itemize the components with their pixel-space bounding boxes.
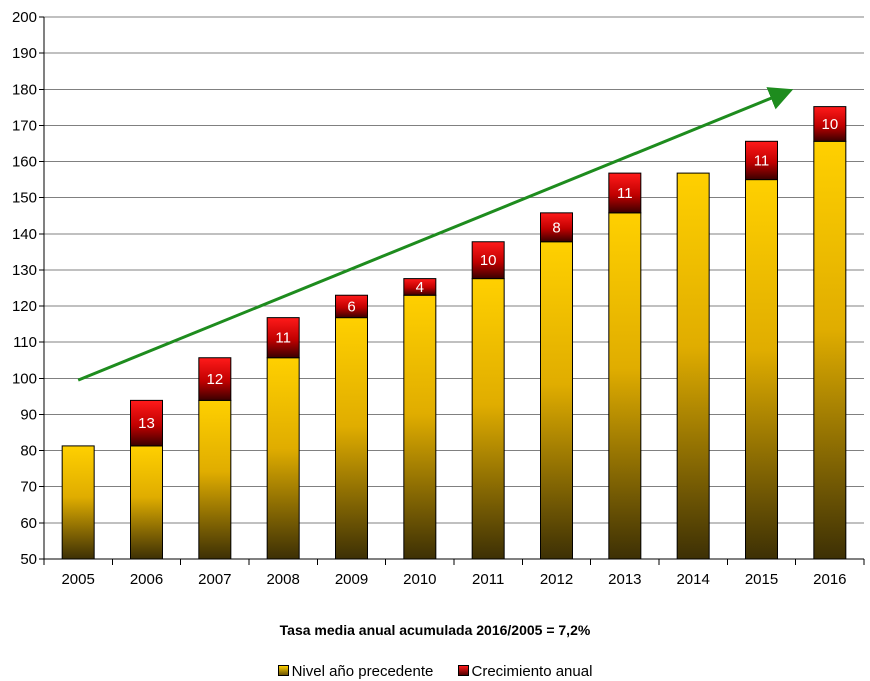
y-tick-label-160: 160 [12, 154, 37, 171]
bar-nivel-2010 [403, 294, 437, 560]
bar-crecimiento-2008 [266, 317, 300, 359]
x-tick-label-2006: 2006 [130, 571, 163, 588]
legend: Nivel año precedente Crecimiento anual [0, 663, 870, 680]
x-tick-label-2015: 2015 [745, 571, 778, 588]
y-tick-label-180: 180 [12, 81, 37, 98]
x-tick-label-2008: 2008 [266, 571, 299, 588]
bar-nivel-2011 [471, 278, 505, 560]
legend-item-nivel: Nivel año precedente [277, 663, 434, 680]
legend-swatch-red [457, 665, 469, 676]
data-label-2009: 6 [347, 298, 355, 315]
y-tick-label-80: 80 [20, 443, 37, 460]
y-tick-label-60: 60 [20, 515, 37, 532]
y-tick-label-150: 150 [12, 190, 37, 207]
data-label-2011: 10 [480, 252, 497, 269]
y-tick-label-110: 110 [13, 334, 37, 351]
x-tick-label-2012: 2012 [540, 571, 573, 588]
bar-nivel-2007 [198, 399, 232, 560]
legend-label-crecimiento: Crecimiento anual [471, 663, 593, 680]
y-tick-label-70: 70 [20, 479, 37, 496]
bar-nivel-2015 [745, 179, 778, 560]
data-label-2012: 8 [552, 219, 560, 236]
y-tick-label-170: 170 [12, 117, 37, 134]
x-tick-label-2013: 2013 [608, 571, 641, 588]
bar-nivel-2016 [813, 140, 847, 560]
data-label-2010: 4 [416, 279, 424, 296]
y-tick-label-50: 50 [20, 551, 37, 568]
bar-nivel-2009 [335, 317, 368, 560]
bar-nivel-2013 [608, 212, 642, 560]
axes: 50 60 70 80 90 100 110 120 130 140 150 160 170 180 190… [12, 9, 865, 588]
bar-nivel-2014 [676, 172, 710, 560]
bar-crecimiento-2007 [198, 357, 232, 401]
bars [61, 106, 847, 560]
bar-crecimiento-2012 [540, 212, 573, 243]
data-label-2007: 12 [206, 371, 223, 388]
y-tick-label-90: 90 [20, 406, 37, 423]
y-tick-label-120: 120 [12, 298, 37, 315]
bar-nivel-2012 [540, 241, 573, 560]
y-tick-label-130: 130 [12, 262, 37, 279]
x-tick-label-2014: 2014 [676, 571, 709, 588]
x-tick-label-2011: 2011 [472, 571, 504, 588]
bar-crecimiento-2010 [403, 278, 437, 296]
bar-crecimiento-2011 [471, 241, 505, 280]
trend-arrow-line [77, 87, 794, 382]
x-tick-label-2016: 2016 [813, 571, 846, 588]
data-label-2015: 11 [754, 152, 770, 169]
data-label-2008: 11 [275, 330, 291, 347]
bar-nivel-2008 [266, 357, 300, 560]
legend-swatch-yellow [277, 665, 289, 676]
data-label-2006: 13 [138, 415, 155, 432]
bar-crecimiento-2016 [813, 106, 847, 142]
legend-item-crecimiento: Crecimiento anual [457, 663, 593, 680]
bar-crecimiento-2009 [335, 294, 368, 319]
y-tick-label-140: 140 [12, 226, 37, 243]
y-tick-label-190: 190 [12, 45, 37, 62]
bar-crecimiento-2006 [130, 399, 163, 447]
trend-arrow [77, 87, 794, 382]
x-tick-label-2009: 2009 [335, 571, 368, 588]
legend-label-nivel: Nivel año precedente [291, 663, 434, 680]
bar-crecimiento-2015 [745, 140, 778, 181]
bar-nivel-2005 [61, 445, 95, 560]
data-labels: 13 12 11 6 4 10 8 11 11 10 [138, 116, 838, 432]
x-tick-label-2010: 2010 [403, 571, 436, 588]
y-tick-label-200: 200 [12, 9, 37, 26]
x-tick-label-2005: 2005 [61, 571, 94, 588]
data-label-2016: 10 [821, 116, 838, 133]
gridlines [44, 16, 864, 524]
annotation-text: Tasa media anual acumulada 2016/2005 = 7… [279, 622, 591, 638]
bar-nivel-2006 [130, 445, 163, 560]
y-tick-label-100: 100 [12, 370, 37, 387]
bar-crecimiento-2013 [608, 172, 642, 214]
x-tick-label-2007: 2007 [198, 571, 231, 588]
data-label-2013: 11 [617, 185, 633, 202]
bar-chart: 13 12 11 6 4 10 8 11 11 10 50 60 70 80 90 100 110 120 130… [12, 9, 865, 588]
